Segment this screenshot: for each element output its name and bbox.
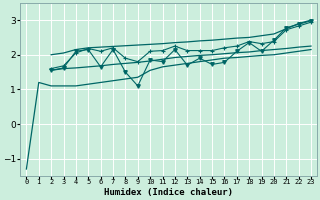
X-axis label: Humidex (Indice chaleur): Humidex (Indice chaleur) (104, 188, 233, 197)
